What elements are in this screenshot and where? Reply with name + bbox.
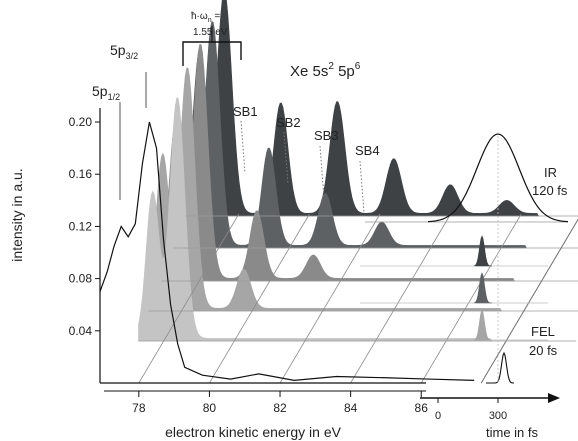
ir-duration-label: 120 fs bbox=[532, 183, 568, 198]
fel-pulse-front bbox=[486, 351, 514, 384]
time-axis-arrow bbox=[548, 393, 560, 403]
x-axis-label: electron kinetic energy in eV bbox=[165, 424, 342, 440]
perspective-line-4 bbox=[350, 213, 451, 384]
fel-pulse-stack-1 bbox=[473, 235, 493, 267]
axes-layer bbox=[99, 108, 426, 392]
marker-sb2 bbox=[283, 131, 289, 185]
y-tick-label-0.08: 0.08 bbox=[69, 272, 93, 286]
y-tick-label-0.04: 0.04 bbox=[69, 324, 93, 338]
spectrum-area-4 bbox=[173, 21, 528, 249]
y-axis-label: intensity in a.u. bbox=[9, 168, 25, 261]
marker-sb3 bbox=[319, 145, 325, 199]
chart-title: Xe 5s2 5p6 bbox=[290, 61, 361, 80]
photon-energy-value: 1.55 eV bbox=[193, 27, 228, 38]
ir-label: IR bbox=[544, 165, 557, 180]
label-sb2: SB2 bbox=[276, 115, 301, 130]
fel-duration-label: 20 fs bbox=[529, 343, 558, 358]
box-right-edge bbox=[480, 218, 578, 384]
y-tick-label-0.12: 0.12 bbox=[69, 219, 93, 233]
label-sb1: SB1 bbox=[233, 104, 258, 119]
fel-only-trace-layer bbox=[99, 121, 475, 381]
label-sb3: SB3 bbox=[314, 128, 339, 143]
photon-energy-label: ħ·ωn = bbox=[191, 11, 220, 24]
y-tick-label-0.20: 0.20 bbox=[69, 115, 93, 129]
fel-label: FEL bbox=[531, 324, 555, 339]
y-tick-label-0.16: 0.16 bbox=[69, 167, 93, 181]
x-tick-label-80: 80 bbox=[203, 401, 217, 415]
label-5p-1-2: 5p1/2 bbox=[92, 83, 120, 102]
perspective-line-1 bbox=[138, 213, 240, 384]
label-5p-3-2: 5p3/2 bbox=[110, 42, 138, 61]
x-tick-label-78: 78 bbox=[132, 401, 146, 415]
x-tick-label-86: 86 bbox=[415, 401, 429, 415]
perspective-line-5 bbox=[420, 213, 522, 384]
perspective-line-2 bbox=[209, 213, 310, 384]
spectrum-area-1 bbox=[138, 97, 493, 342]
fel-pulse-stack-3 bbox=[473, 309, 493, 341]
x-tick-label-82: 82 bbox=[273, 401, 287, 415]
perspective-line-3 bbox=[279, 213, 381, 384]
time-inset bbox=[360, 132, 569, 403]
fel-only-trace bbox=[99, 121, 475, 381]
marker-sb1 bbox=[240, 120, 246, 174]
spectra-layer bbox=[138, 0, 540, 342]
x-tick-label-84: 84 bbox=[344, 401, 358, 415]
time-tick-0: 0 bbox=[435, 410, 441, 422]
tick-layer: 0.04 0.08 0.12 0.16 0.20 78 80 82 84 86 bbox=[69, 26, 429, 415]
time-tick-300: 300 bbox=[489, 410, 507, 422]
fel-pulse-stack-2 bbox=[473, 272, 493, 304]
perspective-grid bbox=[138, 213, 578, 384]
marker-sb4 bbox=[359, 160, 365, 214]
label-sb4: SB4 bbox=[355, 143, 380, 158]
spectrum-area-5 bbox=[185, 0, 540, 217]
time-axis-label: time in fs bbox=[486, 425, 539, 440]
